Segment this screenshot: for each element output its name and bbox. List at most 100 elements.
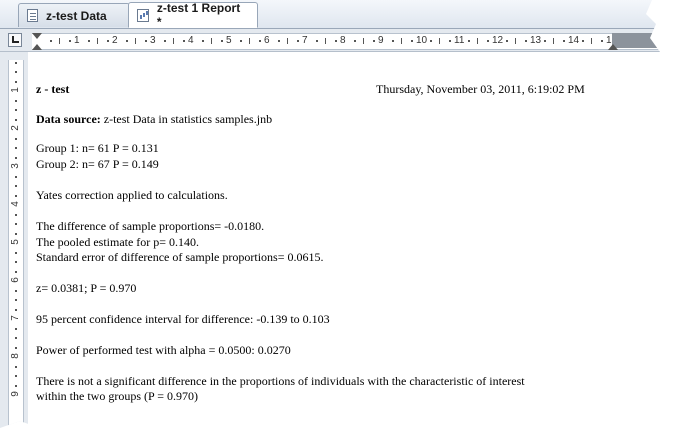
ruler-number: 1 <box>10 87 21 93</box>
ruler-tick <box>68 40 71 42</box>
ruler-number: 8 <box>340 35 346 46</box>
ruler-tick <box>201 40 204 42</box>
ruler-tick <box>249 38 250 44</box>
ruler-number: 1 <box>74 35 80 46</box>
ruler-tick <box>477 38 478 44</box>
ruler-tick <box>182 40 185 42</box>
ruler-number: 9 <box>10 391 21 397</box>
ruler-tick <box>363 38 364 44</box>
ruler-tick <box>296 40 299 42</box>
report-page[interactable]: z - test Thursday, November 03, 2011, 6:… <box>28 52 668 434</box>
ruler-number: 15 <box>606 34 617 48</box>
ruler-tick <box>486 40 489 42</box>
ruler-tick <box>448 40 451 42</box>
ruler-tick <box>49 40 52 42</box>
pooled-estimate-line: The pooled estimate for p= 0.140. <box>36 235 200 249</box>
power-line: Power of performed test with alpha = 0.0… <box>36 343 291 357</box>
ruler-tick <box>220 40 223 42</box>
ruler-tick <box>439 38 440 44</box>
ruler-tick <box>106 40 109 42</box>
first-line-indent-marker[interactable] <box>32 33 42 39</box>
ruler-tick <box>15 213 17 216</box>
ruler-tick <box>524 40 527 42</box>
ruler-tick <box>15 327 17 330</box>
ruler-tick <box>15 384 17 387</box>
ruler-tick <box>15 80 17 83</box>
ruler-tick <box>135 38 136 44</box>
ruler-tick <box>372 40 375 42</box>
ruler-tick <box>97 38 98 44</box>
ruler-number: 7 <box>10 315 21 321</box>
ruler-tick <box>87 40 90 42</box>
horizontal-ruler[interactable]: 123456789101112131415 <box>32 33 668 50</box>
group2-line: Group 2: n= 67 P = 0.149 <box>36 157 159 171</box>
left-indent-marker[interactable] <box>32 44 42 50</box>
ruler-number: 6 <box>264 35 270 46</box>
report-icon <box>137 8 149 22</box>
z-result-line: z= 0.0381; P = 0.970 <box>36 281 137 295</box>
ruler-tick <box>15 99 17 102</box>
data-sheet-icon <box>27 9 38 22</box>
ruler-tick <box>15 270 17 273</box>
yates-line: Yates correction applied to calculations… <box>36 188 228 202</box>
ruler-tick <box>410 40 413 42</box>
ruler-tick <box>15 137 17 140</box>
ruler-tick <box>543 40 546 42</box>
right-indent-marker[interactable] <box>608 44 618 50</box>
ruler-tick <box>258 40 261 42</box>
ruler-tick <box>15 308 17 311</box>
ruler-tick <box>515 38 516 44</box>
ruler-tick <box>334 40 337 42</box>
ruler-tick <box>15 299 17 301</box>
ruler-tick <box>15 118 17 121</box>
ruler-tick <box>467 40 470 42</box>
ruler-tick <box>315 40 318 42</box>
vertical-ruler[interactable]: 1 2 3 4 5 6 7 8 9 <box>8 60 24 434</box>
ruler-number: 4 <box>188 35 194 46</box>
data-source-label: Data source: <box>36 112 101 126</box>
ruler-tick <box>15 337 17 339</box>
ruler-tick <box>505 40 508 42</box>
ruler-tick <box>600 40 603 42</box>
ruler-number: 2 <box>10 125 21 131</box>
tab-bar: z-test Data z-test 1 Report * <box>0 0 668 29</box>
ruler-tick <box>15 109 17 111</box>
ruler-tick <box>211 38 212 44</box>
ruler-margin-area <box>612 33 668 48</box>
ruler-tick <box>581 40 584 42</box>
ruler-number: 3 <box>150 35 156 46</box>
conclusion-line-2: within the two groups (P = 0.970) <box>36 389 198 403</box>
tab-z-test-report[interactable]: z-test 1 Report * <box>128 1 258 29</box>
ruler-tick <box>353 40 356 42</box>
ruler-number: 5 <box>226 35 232 46</box>
tab-z-test-data[interactable]: z-test Data <box>18 3 130 27</box>
ruler-tick <box>15 365 17 368</box>
report-timestamp: Thursday, November 03, 2011, 6:19:02 PM <box>376 82 585 96</box>
ruler-number: 2 <box>112 35 118 46</box>
data-source-line: Data source: z-test Data in statistics s… <box>36 112 272 126</box>
ruler-tick <box>15 61 17 64</box>
ruler-tick <box>391 40 394 42</box>
ruler-tick <box>163 40 166 42</box>
ruler-tick <box>173 38 174 44</box>
data-source-value: z-test Data in statistics samples.jnb <box>100 112 273 126</box>
ruler-tick <box>15 289 17 292</box>
report-title: z - test <box>36 82 70 96</box>
tab-stop-selector-icon[interactable] <box>8 33 22 47</box>
ruler-number: 4 <box>10 201 21 207</box>
ruler-tick <box>15 375 17 377</box>
ruler-tick <box>277 40 280 42</box>
ruler-number: 8 <box>10 353 21 359</box>
ruler-tick <box>15 346 17 349</box>
conclusion-line-1: There is not a significant difference in… <box>36 374 525 388</box>
ruler-tick <box>144 40 147 42</box>
tab-label: z-test 1 Report * <box>156 1 241 29</box>
ruler-tick <box>15 185 17 187</box>
ruler-number: 9 <box>378 35 384 46</box>
ruler-tick <box>15 223 17 225</box>
ruler-tick <box>562 40 565 42</box>
ruler-tick <box>239 40 242 42</box>
ruler-tick <box>429 40 432 42</box>
ruler-tick <box>125 40 128 42</box>
